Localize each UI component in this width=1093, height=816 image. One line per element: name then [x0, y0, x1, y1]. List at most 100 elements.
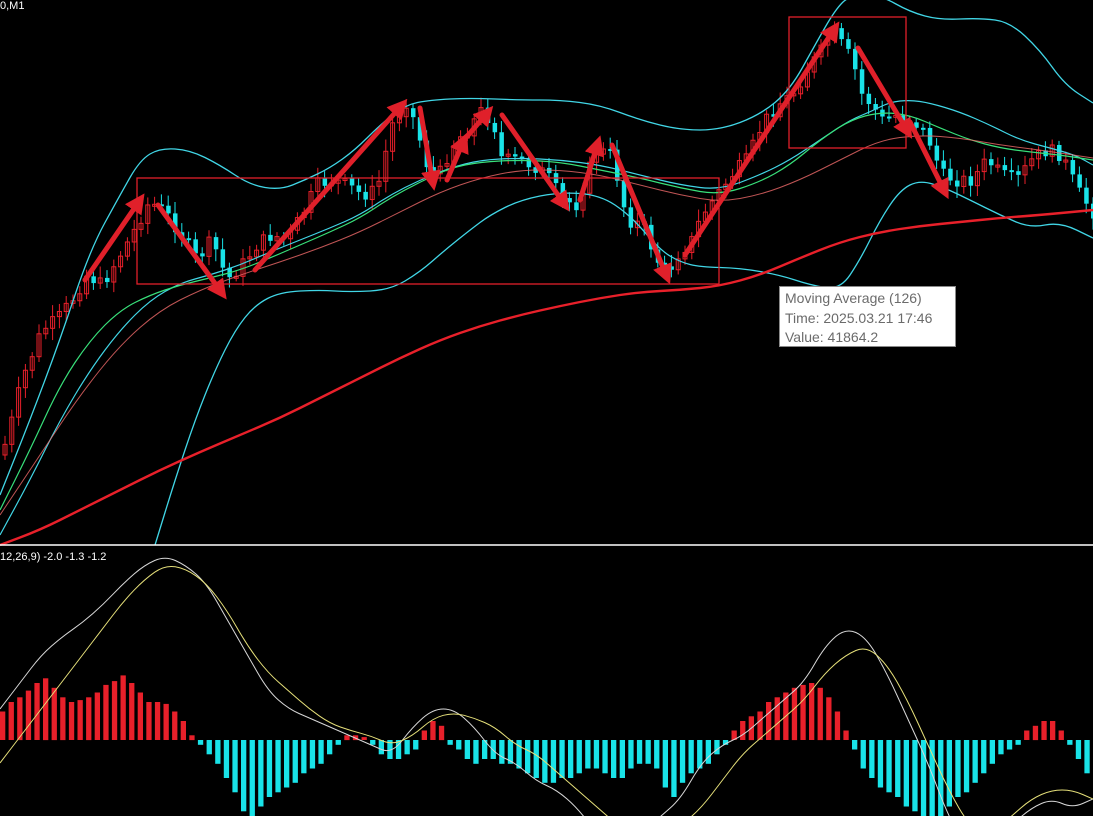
candle-body — [492, 122, 498, 133]
macd-histogram-bar — [963, 740, 970, 793]
macd-histogram-bar — [929, 740, 935, 816]
candle-body — [118, 255, 124, 268]
macd-histogram-bar — [619, 740, 625, 778]
macd-histogram-bar — [766, 702, 772, 740]
macd-histogram-bar — [912, 740, 918, 812]
candle-body — [16, 387, 22, 418]
macd-histogram-bar — [654, 740, 660, 769]
macd-histogram-bar — [972, 740, 978, 783]
macd-histogram-bar — [258, 740, 264, 807]
macd-panel — [0, 557, 1093, 816]
macd-histogram-bar — [499, 740, 505, 764]
macd-histogram-bar — [292, 740, 298, 783]
macd-histogram-bar — [671, 740, 677, 797]
macd-histogram-bar — [946, 740, 952, 807]
macd-histogram-bar — [275, 740, 281, 793]
candle-body — [186, 238, 192, 241]
candle-body — [634, 220, 640, 229]
macd-histogram-bar — [318, 740, 324, 764]
macd-histogram-bar — [1006, 740, 1013, 750]
candle-body — [50, 316, 56, 329]
macd-histogram-bar — [981, 740, 987, 774]
candle-body — [519, 156, 525, 160]
macd-histogram-bar — [740, 721, 746, 740]
candle-body — [873, 104, 878, 110]
macd-histogram-bar — [77, 700, 83, 740]
macd-histogram-bar — [60, 697, 66, 741]
price-candles — [2, 21, 1093, 460]
candle-body — [383, 150, 389, 182]
macd-histogram-bar — [241, 740, 247, 812]
macd-histogram-bar — [154, 702, 161, 740]
macd-histogram-bar — [800, 684, 806, 740]
macd-histogram-bar — [602, 740, 608, 774]
candle-body — [206, 236, 212, 257]
candle-body — [1036, 149, 1042, 160]
macd-histogram-bar — [705, 740, 711, 764]
candle-body — [268, 234, 273, 241]
macd-histogram-bar — [473, 740, 479, 764]
macd-histogram-bar — [232, 740, 238, 793]
candle-body — [1070, 160, 1076, 175]
top-box — [788, 16, 907, 149]
macd-histogram-bar — [938, 740, 944, 816]
macd-histogram-bar — [180, 721, 186, 740]
macd-histogram-bar — [559, 740, 565, 778]
candle-body — [138, 222, 144, 230]
macd-histogram-bar — [378, 740, 384, 755]
trend-arrow — [155, 202, 227, 300]
trend-arrow — [444, 132, 469, 183]
macd-histogram-bar — [593, 740, 600, 769]
macd-histogram-bar — [129, 683, 135, 740]
macd-signal-line — [0, 565, 1093, 816]
macd-histogram-bar — [413, 740, 419, 750]
macd-histogram-bar — [0, 711, 6, 740]
macd-histogram-bar — [679, 740, 686, 783]
macd-histogram-bar — [361, 737, 367, 740]
macd-histogram-bar — [438, 725, 445, 741]
trend-arrow — [577, 135, 604, 203]
macd-histogram-bar — [611, 740, 617, 778]
macd-histogram-bar — [869, 740, 875, 778]
candle-body — [853, 48, 858, 70]
macd-histogram-bar — [206, 740, 212, 755]
trend-arrow — [855, 45, 913, 139]
tooltip-value: Value: 41864.2 — [785, 329, 879, 345]
candle-body — [499, 132, 504, 157]
trend-arrow — [907, 119, 949, 200]
candle-body — [247, 256, 253, 260]
macd-histogram-bar — [335, 740, 341, 745]
macd-histogram-bar — [903, 740, 909, 807]
macd-histogram-bar — [757, 711, 763, 740]
candle-body — [91, 276, 96, 284]
candle-body — [390, 122, 396, 152]
trend-arrow — [682, 21, 840, 258]
candle-body — [56, 310, 62, 318]
candle-body — [2, 443, 8, 456]
macd-histogram-bar — [636, 740, 643, 764]
candle-body — [260, 234, 266, 251]
candle-body — [417, 117, 423, 141]
macd-histogram-bar — [86, 697, 92, 741]
macd-histogram-bar — [327, 740, 333, 755]
macd-histogram-bar — [688, 740, 694, 774]
candle-body — [444, 163, 450, 167]
candle-body — [887, 116, 892, 119]
candle-body — [376, 180, 382, 187]
ma-126-line — [0, 208, 1093, 547]
candle-body — [1029, 158, 1035, 167]
macd-histogram-bar — [817, 687, 823, 741]
candle-body — [1077, 174, 1082, 188]
macd-main-line — [0, 557, 1093, 816]
trend-annotations — [82, 16, 949, 300]
macd-histogram-bar — [1015, 740, 1021, 745]
candle-body — [1049, 144, 1055, 157]
candle-body — [974, 171, 980, 187]
candle-body — [567, 198, 572, 203]
trend-arrow — [82, 193, 145, 283]
candle-body — [989, 159, 994, 166]
tooltip-indicator-name: Moving Average (126) — [785, 290, 922, 306]
macd-histogram-bar — [697, 740, 703, 769]
macd-histogram-bar — [17, 697, 23, 741]
